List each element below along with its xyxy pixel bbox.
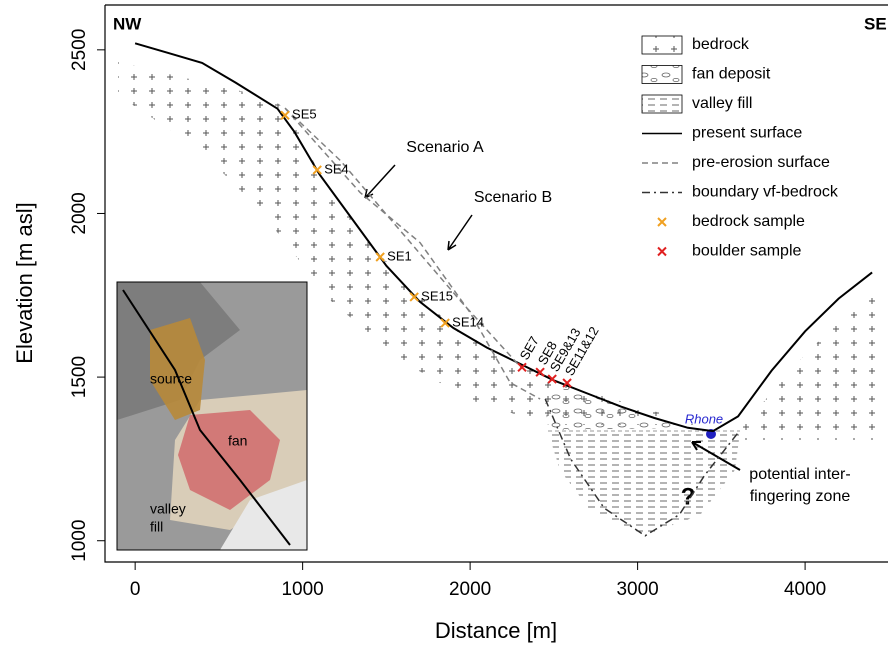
annotation: ? <box>681 483 696 510</box>
direction-label: NW <box>113 14 142 33</box>
y-tick-label: 2000 <box>69 192 90 234</box>
sample-marker <box>440 318 450 328</box>
inset-frame <box>116 281 308 551</box>
legend-swatch <box>657 217 667 227</box>
legend-label: present surface <box>692 125 802 142</box>
legend-swatch <box>657 246 667 257</box>
legend-swatch <box>641 94 683 114</box>
legend-label: bedrock <box>692 36 750 53</box>
sample-marker <box>535 367 545 377</box>
x-tick-label: 1000 <box>281 579 323 600</box>
arrow <box>447 214 473 251</box>
inset-profile-line <box>122 289 291 546</box>
inset-label: valley <box>150 501 186 517</box>
sample-label: SE1 <box>387 248 412 263</box>
sample-marker <box>562 378 572 388</box>
series-line <box>284 107 541 400</box>
y-tick-label: 1500 <box>69 356 90 398</box>
bedrock-area <box>118 62 700 425</box>
y-axis-label: Elevation [m asl] <box>12 202 37 363</box>
geology-areas <box>118 62 884 535</box>
arrow <box>691 441 741 471</box>
x-tick-label: 4000 <box>784 579 826 600</box>
sample-marker <box>517 362 527 372</box>
legend-swatch <box>641 35 683 55</box>
plot-frame <box>104 4 888 563</box>
inset-label: fan <box>228 433 247 449</box>
legend-label: pre-erosion surface <box>692 154 830 171</box>
x-tick-label: 0 <box>130 579 141 600</box>
sample-label: SE5 <box>292 107 317 122</box>
x-tick-label: 2000 <box>449 579 491 600</box>
inset-label: source <box>150 371 192 387</box>
legend-label: boundary vf-bedrock <box>692 184 839 201</box>
inset-map: source fan valley fill <box>117 282 307 550</box>
sample-label: SE14 <box>452 315 484 330</box>
series-line <box>544 398 739 537</box>
river-label: Rhone <box>685 411 723 426</box>
legend-label: boulder sample <box>692 243 802 260</box>
sample-label: SE15 <box>421 288 453 303</box>
sample-marker <box>280 110 290 120</box>
y-tick-label: 2500 <box>69 29 90 71</box>
annotation: fingering zone <box>750 488 851 505</box>
sample-marker <box>409 292 419 302</box>
fan-deposit-area <box>545 385 680 430</box>
sample-label: SE4 <box>324 161 349 176</box>
inset-source <box>150 318 205 420</box>
arrow <box>364 164 396 199</box>
bedrock-area <box>742 285 884 440</box>
annotation: Scenario A <box>406 139 484 156</box>
valley-fill-area <box>548 432 740 535</box>
x-tick-label: 3000 <box>616 579 658 600</box>
annotation: Scenario B <box>474 189 552 206</box>
sample-marker <box>312 165 322 175</box>
legend-label: fan deposit <box>692 66 771 83</box>
inset-relief <box>220 480 307 550</box>
legend-label: bedrock sample <box>692 213 805 230</box>
legend-swatch <box>641 65 683 84</box>
annotation: potential inter- <box>749 466 850 483</box>
series-line <box>134 42 873 433</box>
sample-marker <box>375 252 385 262</box>
sample-marker <box>547 374 557 384</box>
direction-label: SE <box>864 14 887 33</box>
legend-label: valley fill <box>692 95 752 112</box>
x-axis-label: Distance [m] <box>435 618 557 643</box>
inset-label: fill <box>150 519 163 535</box>
y-tick-label: 1000 <box>69 520 90 562</box>
